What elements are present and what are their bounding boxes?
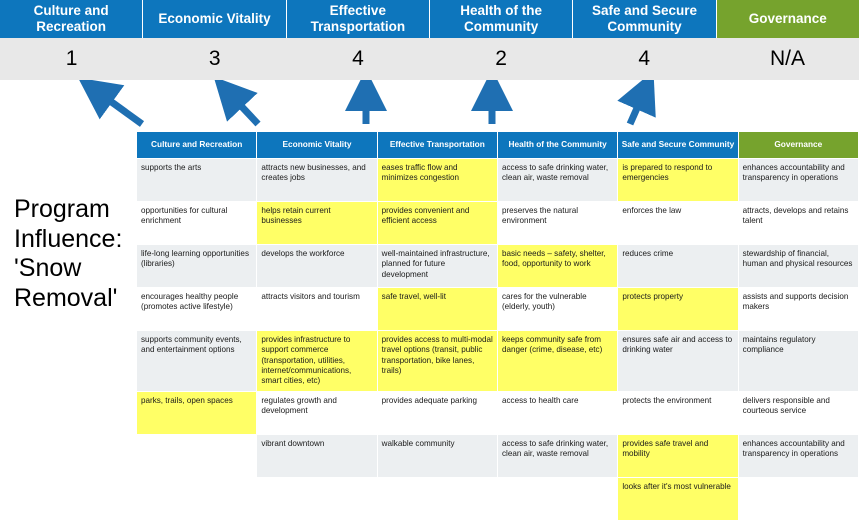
matrix-cell: reduces crime (617, 244, 739, 288)
matrix-cell: maintains regulatory compliance (737, 330, 859, 392)
matrix-cell: provides safe travel and mobility (617, 433, 739, 478)
header-label: Health of the Community (460, 3, 543, 34)
matrix-cell: opportunities for cultural enrichment (135, 201, 258, 245)
influence-matrix: Culture and Recreation Economic Vitality… (135, 131, 859, 521)
matrix-header-governance: Governance (737, 131, 859, 159)
matrix-cell: walkable community (376, 433, 498, 478)
matrix-cell: safe travel, well-lit (376, 287, 498, 331)
matrix-cell: regulates growth and development (256, 390, 378, 435)
header-label: Safe and Secure Community (591, 3, 697, 34)
header-label: Culture and Recreation (33, 3, 109, 34)
table-row: vibrant downtown walkable community acce… (135, 433, 859, 478)
matrix-cell: enhances accountability and transparency… (737, 158, 859, 202)
matrix-cell: attracts visitors and tourism (256, 287, 378, 331)
matrix-header-effective-transportation: Effective Transportation (376, 131, 498, 159)
matrix-cell: stewardship of financial, human and phys… (737, 244, 859, 288)
matrix-cell: provides adequate parking (376, 390, 498, 435)
matrix-header-row: Culture and Recreation Economic Vitality… (135, 131, 859, 159)
matrix-cell: cares for the vulnerable (elderly, youth… (496, 287, 619, 331)
arrow-culture-and-recreation (77, 80, 145, 127)
score-culture-and-recreation: 1 (0, 38, 144, 80)
matrix-cell: basic needs – safety, shelter, food, opp… (496, 244, 619, 288)
matrix-cell: vibrant downtown (256, 433, 378, 478)
score-governance: N/A (715, 38, 859, 80)
matrix-cell: provides infrastructure to support comme… (256, 330, 378, 392)
table-row: supports the arts attracts new businesse… (135, 158, 859, 202)
matrix-cell: life-long learning opportunities (librar… (135, 244, 258, 288)
header-cell-safe-and-secure-community: Safe and Secure Community (573, 0, 717, 38)
table-row: looks after it's most vulnerable (135, 476, 859, 521)
matrix-header-economic-vitality: Economic Vitality (256, 131, 378, 159)
matrix-cell: access to health care (496, 390, 619, 435)
matrix-cell: enforces the law (617, 201, 739, 245)
matrix-header-safe-and-secure-community: Safe and Secure Community (617, 131, 739, 159)
matrix-cell-empty (135, 476, 258, 521)
arrow-safe-and-secure-community (617, 80, 656, 126)
matrix-cell: protects property (617, 287, 739, 331)
score-effective-transportation: 4 (286, 38, 430, 80)
score-safe-and-secure-community: 4 (572, 38, 716, 80)
matrix-header-culture-and-recreation: Culture and Recreation (135, 131, 258, 159)
program-influence-label: Program Influence: 'Snow Removal' (14, 195, 123, 312)
matrix-cell: is prepared to respond to emergencies (617, 158, 739, 202)
matrix-cell-empty (496, 476, 619, 521)
matrix-cell: provides convenient and efficient access (376, 201, 498, 245)
matrix-cell: attracts new businesses, and creates job… (256, 158, 378, 202)
matrix-cell: delivers responsible and courteous servi… (737, 390, 859, 435)
header-cell-culture-and-recreation: Culture and Recreation (0, 0, 144, 38)
header-label: Effective Transportation (310, 3, 406, 34)
table-row: opportunities for cultural enrichment he… (135, 201, 859, 245)
matrix-cell: well-maintained infrastructure, planned … (376, 244, 498, 288)
matrix-header-health-of-the-community: Health of the Community (496, 131, 619, 159)
header-label: Economic Vitality (158, 11, 271, 27)
table-row: supports community events, and entertain… (135, 330, 859, 392)
header-label: Governance (748, 11, 827, 27)
matrix-cell: keeps community safe from danger (crime,… (496, 330, 619, 392)
score-economic-vitality: 3 (143, 38, 287, 80)
matrix-cell: provides access to multi-modal travel op… (376, 330, 498, 392)
header-cell-health-of-the-community: Health of the Community (429, 0, 574, 38)
matrix-cell-empty (737, 476, 859, 521)
table-row: parks, trails, open spaces regulates gro… (135, 390, 859, 435)
matrix-cell-empty (376, 476, 498, 521)
score-health-of-the-community: 2 (429, 38, 573, 80)
matrix-cell: preserves the natural environment (496, 201, 619, 245)
matrix-cell: enhances accountability and transparency… (737, 433, 859, 478)
matrix-cell: assists and supports decision makers (737, 287, 859, 331)
matrix-cell-empty (135, 433, 258, 478)
arrow-layer (77, 80, 656, 127)
matrix-cell: develops the workforce (256, 244, 378, 288)
header-cell-economic-vitality: Economic Vitality (143, 0, 287, 38)
matrix-cell: supports the arts (135, 158, 258, 202)
table-row: encourages healthy people (promotes acti… (135, 287, 859, 331)
matrix-cell: parks, trails, open spaces (135, 390, 258, 435)
score-band: 1 3 4 2 4 N/A (0, 38, 859, 80)
matrix-cell: eases traffic flow and minimizes congest… (376, 158, 498, 202)
matrix-cell: attracts, develops and retains talent (737, 201, 859, 245)
matrix-cell: access to safe drinking water, clean air… (496, 158, 619, 202)
matrix-cell: ensures safe air and access to drinking … (617, 330, 739, 392)
table-row: life-long learning opportunities (librar… (135, 244, 859, 288)
matrix-cell: encourages healthy people (promotes acti… (135, 287, 258, 331)
matrix-cell-empty (256, 476, 378, 521)
arrow-economic-vitality (213, 80, 261, 127)
header-cell-governance: Governance (716, 0, 859, 38)
header-cell-effective-transportation: Effective Transportation (286, 0, 430, 38)
matrix-cell: supports community events, and entertain… (135, 330, 258, 392)
matrix-cell: helps retain current businesses (256, 201, 378, 245)
matrix-cell: looks after it's most vulnerable (617, 476, 739, 521)
matrix-cell: access to safe drinking water, clean air… (496, 433, 619, 478)
priority-header-band: Culture and Recreation Economic Vitality… (0, 0, 859, 38)
matrix-cell: protects the environment (617, 390, 739, 435)
